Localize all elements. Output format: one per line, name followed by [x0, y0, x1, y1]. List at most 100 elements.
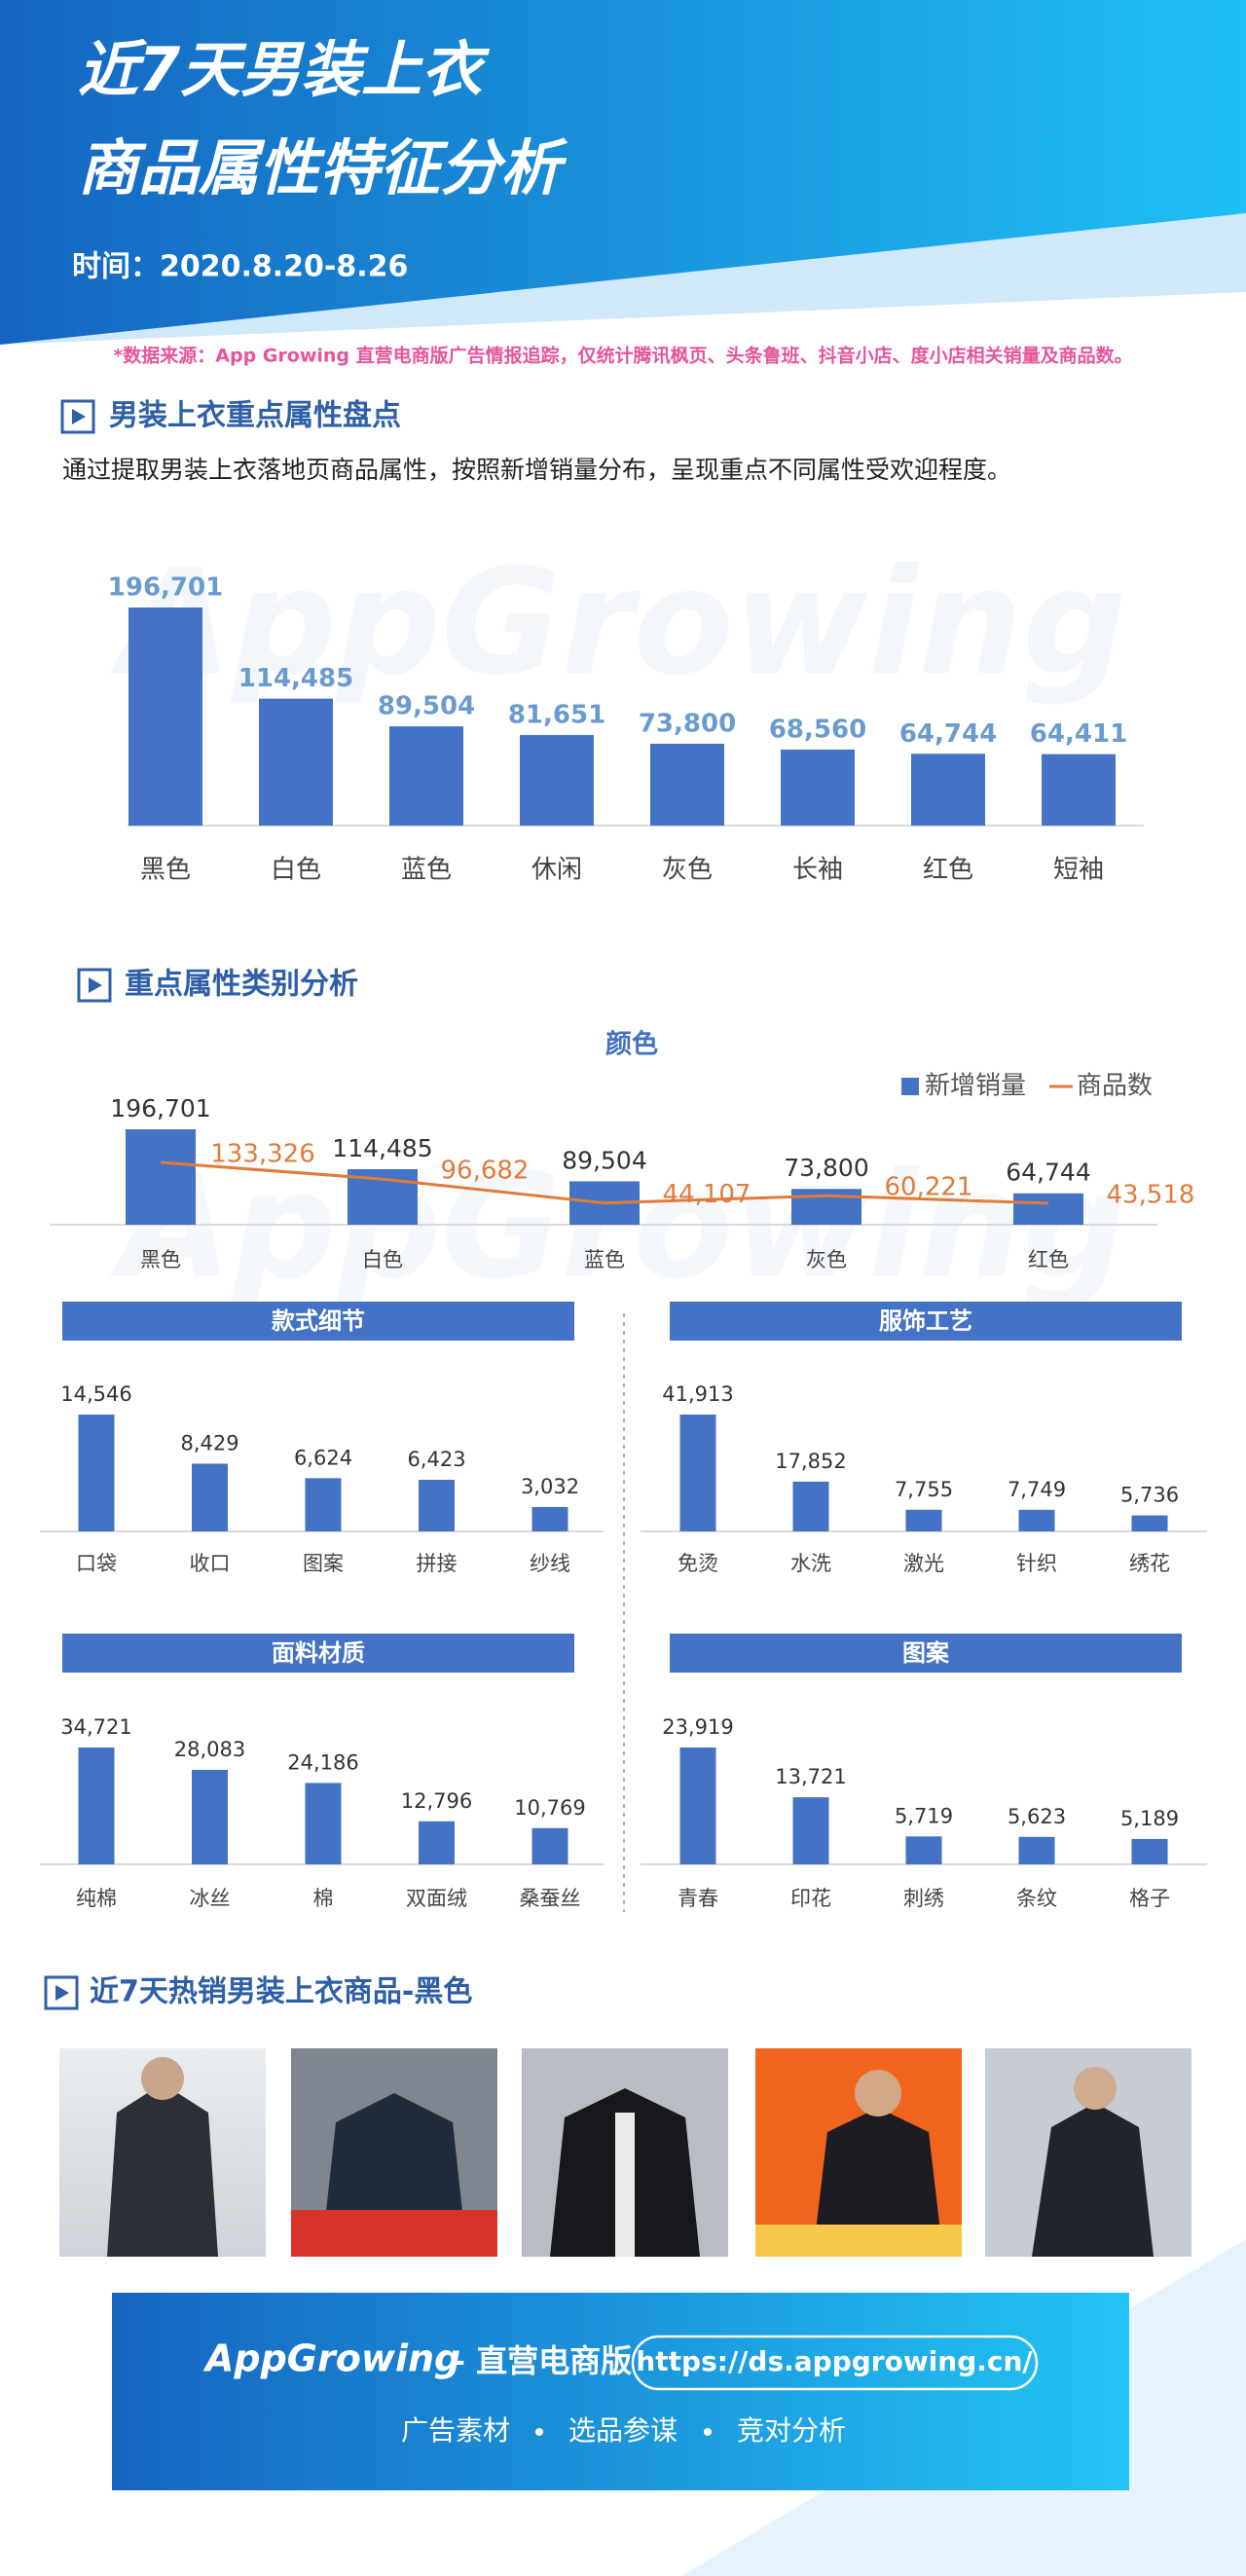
value-label: 41,913	[662, 1382, 733, 1406]
bar	[259, 698, 333, 826]
x-tick-label: 白色	[362, 1248, 403, 1271]
legend-label: 商品数	[1077, 1072, 1153, 1101]
x-tick-label: 针织	[1016, 1552, 1057, 1575]
section-icon	[60, 399, 95, 434]
value-label: 6,624	[294, 1446, 352, 1469]
value-label: 68,560	[769, 715, 866, 744]
value-label: 133,326	[210, 1140, 315, 1169]
x-tick-label: 图案	[303, 1552, 344, 1575]
x-tick-label: 水洗	[790, 1552, 831, 1575]
bar	[905, 1509, 942, 1531]
value-label: 196,701	[108, 573, 223, 603]
bar	[781, 749, 855, 826]
panel-header	[670, 1634, 1182, 1673]
product-images	[59, 2048, 1191, 2257]
bar	[1013, 1193, 1083, 1225]
x-tick-label: 青春	[678, 1887, 718, 1910]
panel-title: 服饰工艺	[879, 1307, 972, 1335]
value-label: 7,749	[1008, 1478, 1066, 1501]
panel-header	[62, 1302, 574, 1341]
bar	[911, 754, 985, 826]
bar	[126, 1129, 196, 1225]
chart-title: 颜色	[605, 1029, 658, 1060]
value-label: 7,755	[895, 1478, 953, 1501]
x-tick-label: 蓝色	[401, 856, 452, 885]
x-tick-label: 纱线	[530, 1552, 570, 1575]
x-tick-label: 灰色	[806, 1248, 847, 1271]
value-label: 13,721	[775, 1765, 846, 1788]
x-tick-label: 桑蚕丝	[520, 1887, 581, 1910]
panel-header	[670, 1302, 1182, 1341]
x-tick-label: 灰色	[662, 856, 713, 885]
x-tick-label: 黑色	[140, 856, 191, 885]
value-label: 196,701	[110, 1094, 210, 1122]
value-label: 44,107	[663, 1180, 751, 1209]
title: 商品属性特征分析	[78, 132, 568, 203]
value-label: 73,800	[639, 709, 736, 738]
value-label: 12,796	[401, 1789, 472, 1813]
value-label: 5,189	[1120, 1807, 1179, 1830]
value-label: 5,719	[895, 1804, 953, 1827]
value-label: 34,721	[60, 1715, 131, 1739]
value-label: 64,744	[1006, 1159, 1090, 1187]
bar	[419, 1821, 455, 1864]
bar	[531, 1827, 568, 1864]
bar	[1131, 1515, 1168, 1531]
bar	[305, 1478, 342, 1531]
x-tick-label: 格子	[1129, 1887, 1170, 1910]
x-tick-label: 黑色	[140, 1248, 181, 1271]
url-pill	[631, 2335, 1039, 2391]
x-tick-label: 刺绣	[903, 1887, 944, 1910]
value-label: 64,411	[1030, 719, 1127, 749]
x-tick-label: 红色	[1028, 1248, 1069, 1271]
footer-feature: 广告素材	[401, 2414, 510, 2447]
value-label: 73,800	[784, 1154, 868, 1182]
x-tick-label: 冰丝	[190, 1887, 231, 1910]
footer-subtitle: – 直营电商版	[450, 2342, 632, 2379]
footer-banner	[112, 2293, 1129, 2490]
title: 近7天男装上衣	[78, 34, 491, 105]
legend-label: 新增销量	[925, 1072, 1026, 1101]
x-tick-label: 拼接	[417, 1552, 458, 1575]
section-title: 重点属性类别分析	[125, 968, 358, 1002]
x-tick-label: 纯棉	[76, 1887, 117, 1910]
bar	[650, 743, 724, 826]
bar	[192, 1769, 228, 1864]
bar	[1042, 754, 1116, 826]
bar	[78, 1415, 115, 1531]
panel-header	[62, 1634, 574, 1673]
bar	[679, 1748, 716, 1864]
value-label: 24,186	[287, 1750, 358, 1774]
bar	[1131, 1838, 1168, 1864]
footer-url[interactable]: https://ds.appgrowing.cn/	[636, 2345, 1033, 2377]
value-label: 14,546	[60, 1382, 131, 1406]
x-tick-label: 激光	[903, 1552, 944, 1575]
value-label: 81,651	[508, 701, 605, 730]
x-tick-label: 绣花	[1129, 1552, 1170, 1575]
value-label: 60,221	[885, 1173, 973, 1202]
bar	[905, 1836, 942, 1864]
value-label: 17,852	[775, 1450, 846, 1473]
x-tick-label: 红色	[923, 856, 973, 885]
value-label: 89,504	[562, 1146, 646, 1174]
bar	[419, 1480, 455, 1531]
line	[160, 1160, 1049, 1205]
bar	[792, 1481, 829, 1531]
legend-swatch	[901, 1078, 919, 1095]
bar	[305, 1783, 342, 1864]
footer-feature: 竞对分析	[737, 2414, 846, 2447]
value-label: 96,682	[441, 1157, 530, 1186]
bar	[1018, 1509, 1055, 1531]
value-label: 6,423	[407, 1448, 465, 1471]
footer-brand: AppGrowing	[202, 2337, 460, 2380]
bar	[1018, 1836, 1055, 1864]
section-title: 男装上衣重点属性盘点	[109, 399, 401, 433]
x-tick-label: 免烫	[678, 1552, 718, 1575]
value-label: 5,623	[1008, 1805, 1066, 1828]
panel-title: 面料材质	[272, 1639, 365, 1667]
value-label: 43,518	[1107, 1181, 1195, 1210]
x-tick-label: 白色	[271, 856, 321, 885]
x-tick-label: 休闲	[531, 856, 582, 885]
